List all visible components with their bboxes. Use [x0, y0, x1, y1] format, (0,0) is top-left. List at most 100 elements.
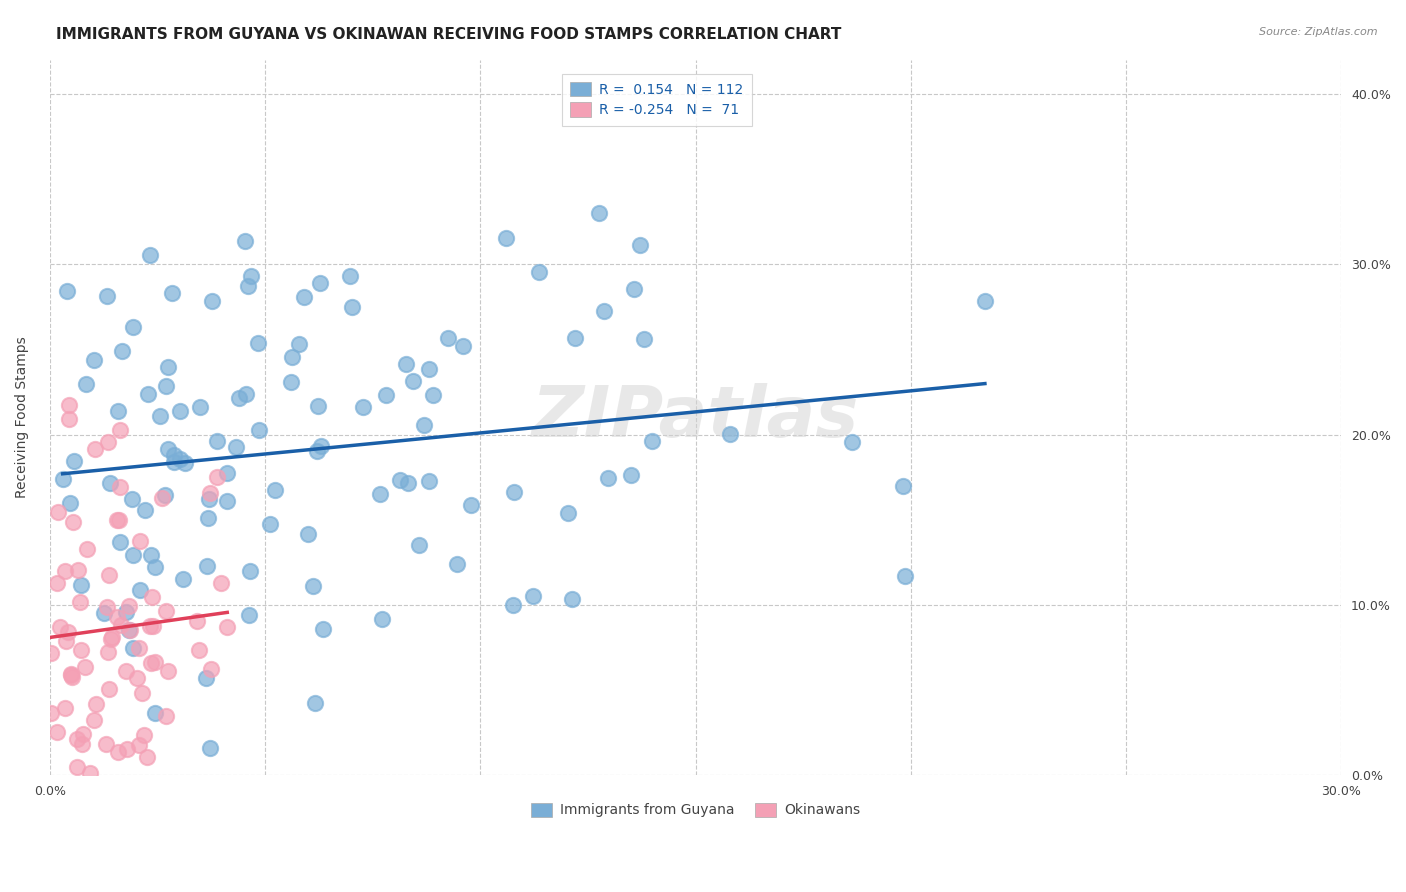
Point [302, 579, 325, 593]
Point [233, 234, 256, 248]
Point [115, 605, 138, 619]
Point [156, 359, 179, 374]
Point [139, 619, 162, 633]
Point [225, 441, 247, 455]
Point [46, 724, 69, 739]
Point [121, 492, 143, 507]
Point [149, 409, 172, 423]
Point [370, 612, 392, 626]
Point [97, 434, 120, 449]
Point [73, 659, 96, 673]
Point [201, 293, 224, 308]
Point [58, 398, 80, 412]
Point [841, 434, 863, 449]
Point [557, 506, 579, 520]
Point [596, 471, 619, 485]
Point [108, 480, 131, 494]
Point [60, 670, 83, 684]
Point [131, 686, 153, 700]
Point [138, 386, 160, 401]
Point [263, 483, 285, 497]
Point [395, 358, 418, 372]
Point [200, 741, 222, 756]
Point [188, 643, 211, 657]
Point [75, 377, 97, 392]
Point [70, 737, 93, 751]
Point [340, 301, 363, 315]
Point [46, 505, 69, 519]
Point [304, 696, 326, 710]
Point [98, 475, 121, 490]
Point [894, 569, 917, 583]
Point [143, 706, 166, 720]
Point [136, 750, 159, 764]
Point [83, 352, 105, 367]
Point [129, 583, 152, 598]
Point [396, 476, 419, 491]
Point [502, 598, 524, 612]
Text: ZIPatlas: ZIPatlas [531, 383, 859, 452]
Point [66, 732, 89, 747]
Point [205, 434, 228, 449]
Point [128, 641, 150, 656]
Point [215, 466, 238, 480]
Point [188, 401, 211, 415]
Point [163, 455, 186, 469]
Point [352, 401, 374, 415]
Point [79, 766, 101, 780]
Point [495, 231, 517, 245]
Point [197, 511, 219, 525]
Point [418, 475, 440, 489]
Point [240, 268, 263, 283]
Point [172, 572, 194, 586]
Point [339, 269, 361, 284]
Point [564, 331, 586, 345]
Point [62, 516, 84, 530]
Point [97, 644, 120, 658]
Point [105, 610, 128, 624]
Point [59, 496, 82, 510]
Point [162, 285, 184, 300]
Point [76, 541, 98, 556]
Point [155, 604, 177, 618]
Point [460, 499, 482, 513]
Point [107, 746, 129, 760]
Text: IMMIGRANTS FROM GUYANA VS OKINAWAN RECEIVING FOOD STAMPS CORRELATION CHART: IMMIGRANTS FROM GUYANA VS OKINAWAN RECEI… [56, 27, 842, 42]
Point [200, 662, 222, 676]
Point [97, 681, 120, 696]
Point [309, 277, 332, 291]
Point [259, 516, 281, 531]
Point [235, 387, 257, 401]
Point [451, 339, 474, 353]
Point [66, 564, 89, 578]
Point [58, 412, 80, 426]
Point [145, 655, 167, 669]
Point [55, 564, 77, 578]
Point [228, 391, 250, 405]
Point [132, 728, 155, 742]
Point [96, 738, 118, 752]
Point [141, 656, 163, 670]
Point [288, 337, 311, 351]
Point [633, 333, 655, 347]
Point [155, 708, 177, 723]
Point [128, 738, 150, 752]
Point [217, 620, 239, 634]
Point [72, 726, 94, 740]
Point [111, 343, 134, 358]
Point [620, 467, 643, 482]
Point [96, 289, 118, 303]
Point [108, 535, 131, 549]
Point [522, 589, 544, 603]
Point [418, 362, 440, 376]
Point [107, 404, 129, 418]
Point [156, 664, 179, 678]
Point [623, 282, 645, 296]
Point [122, 548, 145, 562]
Point [527, 265, 550, 279]
Point [52, 472, 75, 486]
Point [141, 549, 163, 563]
Point [155, 379, 177, 393]
Point [153, 488, 176, 502]
Point [422, 388, 444, 402]
